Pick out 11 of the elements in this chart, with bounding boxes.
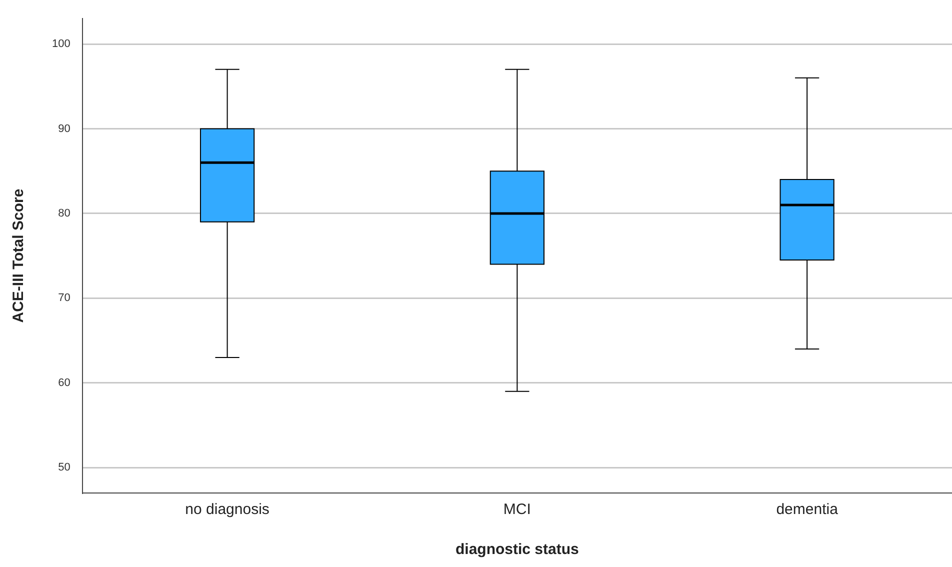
- x-tick-label: MCI: [503, 501, 531, 518]
- y-tick-label: 90: [58, 122, 70, 135]
- y-tick-label: 50: [58, 462, 70, 474]
- x-tick-label: dementia: [776, 501, 839, 518]
- x-tick-label: no diagnosis: [185, 501, 270, 518]
- y-tick-label: 70: [58, 292, 70, 304]
- x-axis-title: diagnostic status: [455, 541, 579, 558]
- y-tick-label: 80: [58, 207, 70, 220]
- y-axis-title: ACE-III Total Score: [10, 188, 28, 323]
- y-tick-label: 60: [58, 376, 70, 389]
- y-tick-label: 100: [52, 38, 70, 50]
